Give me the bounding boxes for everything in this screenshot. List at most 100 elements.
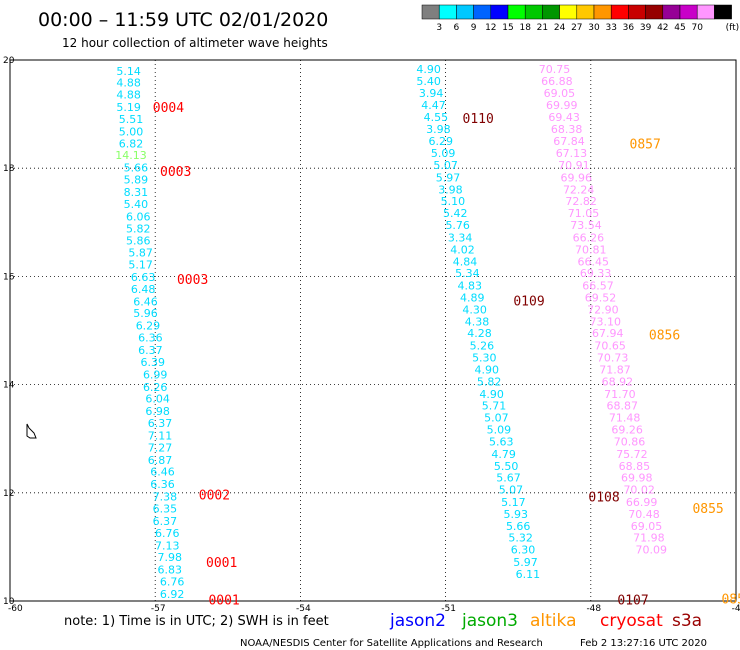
swh-value-label: 3.94 (419, 87, 444, 100)
swh-value-label: 70.65 (594, 340, 626, 353)
swh-value-label: 5.40 (124, 198, 149, 211)
y-tick-label: 16 (3, 272, 15, 282)
legend-entry-s3a: s3a (672, 611, 702, 631)
pass-time-label: 0002 (199, 488, 230, 503)
colorbar-tick-label: 36 (623, 23, 635, 33)
swh-value-label: 6.46 (150, 466, 175, 479)
swh-value-label: 5.14 (116, 65, 141, 78)
swh-value-label: 66.99 (626, 496, 658, 509)
swh-value-label: 69.05 (544, 87, 576, 100)
swh-value-label: 6.36 (138, 332, 163, 345)
swh-value-label: 6.30 (511, 544, 536, 557)
swh-value-label: 67.94 (592, 327, 624, 340)
swh-value-label: 5.86 (126, 235, 151, 248)
swh-value-label: 71.48 (609, 412, 641, 425)
swh-value-label: 6.87 (148, 454, 173, 467)
y-tick-label: 20 (3, 56, 15, 66)
colorbar-tick-label: 3 (436, 23, 442, 33)
swh-value-label: 6.99 (143, 368, 168, 381)
swh-value-label: 5.87 (128, 247, 153, 260)
swh-value-label: 68.85 (619, 460, 651, 473)
y-tick-label: 18 (3, 164, 15, 174)
colorbar: 3 6 9 12 15 18 21 24 27 30 33 36 39 42 45 70 (ft) (421, 4, 740, 33)
swh-value-label: 6.76 (160, 576, 185, 589)
swh-value-label: 4.30 (462, 303, 487, 316)
colorbar-swatch (679, 4, 698, 20)
swh-value-label: 6.83 (157, 564, 182, 577)
pass-time-label: 0857 (630, 137, 661, 152)
swh-value-label: 5.66 (124, 162, 149, 175)
swh-value-label: 68.87 (607, 400, 639, 413)
colorbar-swatch (576, 4, 595, 20)
colorbar-swatch (542, 4, 560, 20)
swh-value-label: 70.73 (597, 352, 629, 365)
colorbar-tick-label: 9 (471, 23, 477, 33)
colorbar-tick-label: 12 (485, 23, 496, 33)
swh-value-label: 5.89 (124, 174, 149, 187)
swh-value-label: 73.54 (570, 219, 602, 232)
swh-value-label: 69.26 (611, 424, 643, 437)
swh-value-label: 14.13 (115, 149, 147, 162)
swh-value-label: 6.37 (153, 515, 178, 528)
swh-value-label: 66.57 (582, 280, 614, 293)
swh-value-label: 4.88 (116, 89, 141, 102)
swh-value-label: 71.05 (568, 207, 600, 220)
x-tick-label: -48 (586, 604, 601, 614)
colorbar-swatch (610, 4, 629, 20)
swh-value-label: 6.76 (155, 527, 180, 540)
swh-value-label: 72.82 (565, 195, 597, 208)
y-tick-label: 12 (3, 489, 14, 499)
swh-value-label: 67.84 (553, 135, 585, 148)
swh-value-label: 4.89 (460, 291, 485, 304)
swh-value-label: 5.82 (126, 222, 151, 235)
swh-value-label: 6.06 (126, 210, 151, 223)
swh-value-label: 6.98 (145, 405, 170, 418)
colorbar-swatch (524, 4, 543, 20)
swh-value-label: 73.10 (590, 315, 622, 328)
x-tick-label: -54 (296, 604, 311, 614)
swh-value-label: 70.09 (636, 544, 668, 557)
swh-value-label: 5.26 (470, 340, 495, 353)
swh-value-label: 4.90 (416, 63, 441, 76)
swh-value-label: 69.99 (546, 99, 578, 112)
colorbar-swatch (645, 4, 664, 20)
swh-value-label: 70.48 (628, 508, 660, 521)
colorbar-swatch (593, 4, 612, 20)
legend-entry-jason2: jason2 (389, 611, 446, 631)
swh-value-label: 6.29 (136, 320, 161, 333)
swh-value-label: 5.30 (472, 352, 497, 365)
swh-value-label: 69.33 (580, 267, 612, 280)
pass-time-label: 0001 (208, 593, 239, 608)
pass-time-label: 0110 (463, 112, 494, 127)
swh-value-label: 5.19 (116, 101, 141, 114)
swh-value-label: 71.98 (633, 532, 665, 545)
pass-time-label: 0856 (649, 328, 680, 343)
swh-value-label: 5.66 (506, 520, 531, 533)
legend-entry-altika: altika (530, 611, 577, 631)
swh-value-label: 4.28 (467, 327, 492, 340)
swh-value-label: 3.98 (438, 183, 463, 196)
swh-value-label: 4.02 (450, 243, 475, 256)
swh-value-label: 5.17 (501, 496, 526, 509)
colorbar-swatch (507, 4, 526, 20)
swh-value-label: 7.38 (153, 491, 178, 504)
colorbar-tick-label: 33 (605, 23, 616, 33)
swh-value-label: 69.98 (621, 472, 653, 485)
swh-value-label: 5.17 (128, 258, 153, 271)
swh-value-label: 5.42 (443, 207, 468, 220)
colorbar-tick-label: 6 (454, 23, 460, 33)
swh-value-label: 70.81 (575, 243, 607, 256)
swh-value-label: 5.63 (489, 435, 514, 448)
swh-value-label: 70.02 (623, 484, 655, 497)
swh-value-label: 66.88 (541, 75, 573, 88)
swh-value-label: 68.92 (602, 375, 634, 388)
pass-time-label: 0109 (513, 295, 544, 310)
pass-time-label: 0004 (153, 101, 184, 116)
swh-value-label: 69.96 (561, 171, 593, 184)
swh-value-label: 5.00 (119, 125, 144, 138)
swh-value-label: 6.39 (141, 356, 166, 369)
swh-value-label: 69.43 (548, 111, 580, 124)
swh-value-label: 6.37 (138, 344, 163, 357)
colorbar-unit: (ft) (726, 23, 740, 33)
colorbar-swatch (559, 4, 578, 20)
